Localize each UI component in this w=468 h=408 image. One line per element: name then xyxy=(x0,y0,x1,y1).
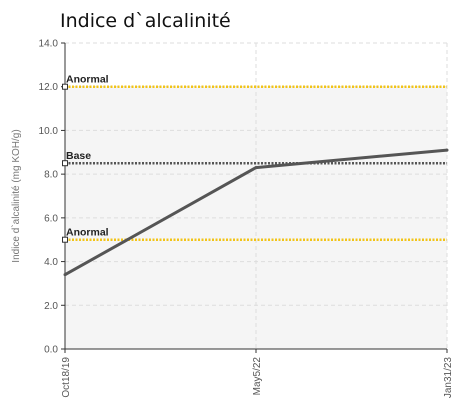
y-tick-labels: 0.0 2.0 4.0 6.0 8.0 10.0 12.0 14.0 xyxy=(39,39,59,356)
reference-label-1: Base xyxy=(66,150,91,162)
reference-label-2: Anormal xyxy=(66,227,109,239)
data-point-0-1 xyxy=(254,166,258,170)
reference-marker-1 xyxy=(62,160,68,167)
data-point-0-2 xyxy=(445,148,449,152)
y-tick-label-7: 14.0 xyxy=(39,39,59,50)
reference-marker-2 xyxy=(62,236,68,243)
y-tick-label-6: 12.0 xyxy=(39,82,59,93)
chart-title: Indice d`alcalinité xyxy=(60,10,231,32)
x-tick-label-0: Oct18/19 xyxy=(61,357,72,398)
y-axis-label: Indice d`alcalinité (mg KOH/g) xyxy=(10,129,22,262)
y-tick-label-3: 6.0 xyxy=(44,213,58,224)
x-tick-labels: Oct18/19 May5/22 Jan31/23 xyxy=(61,357,454,399)
y-tick-label-2: 4.0 xyxy=(44,257,58,268)
data-point-0-0 xyxy=(63,273,67,277)
y-tick-label-0: 0.0 xyxy=(44,345,58,356)
axes xyxy=(61,42,448,353)
series-lines xyxy=(63,148,449,277)
y-tick-label-1: 2.0 xyxy=(44,301,58,312)
x-tick-label-2: Jan31/23 xyxy=(443,357,454,399)
reference-marker-0 xyxy=(62,83,68,90)
y-tick-label-5: 10.0 xyxy=(39,126,59,137)
y-tick-label-4: 8.0 xyxy=(44,170,58,181)
reference-label-0: Anormal xyxy=(66,74,109,86)
x-tick-label-1: May5/22 xyxy=(252,357,263,396)
